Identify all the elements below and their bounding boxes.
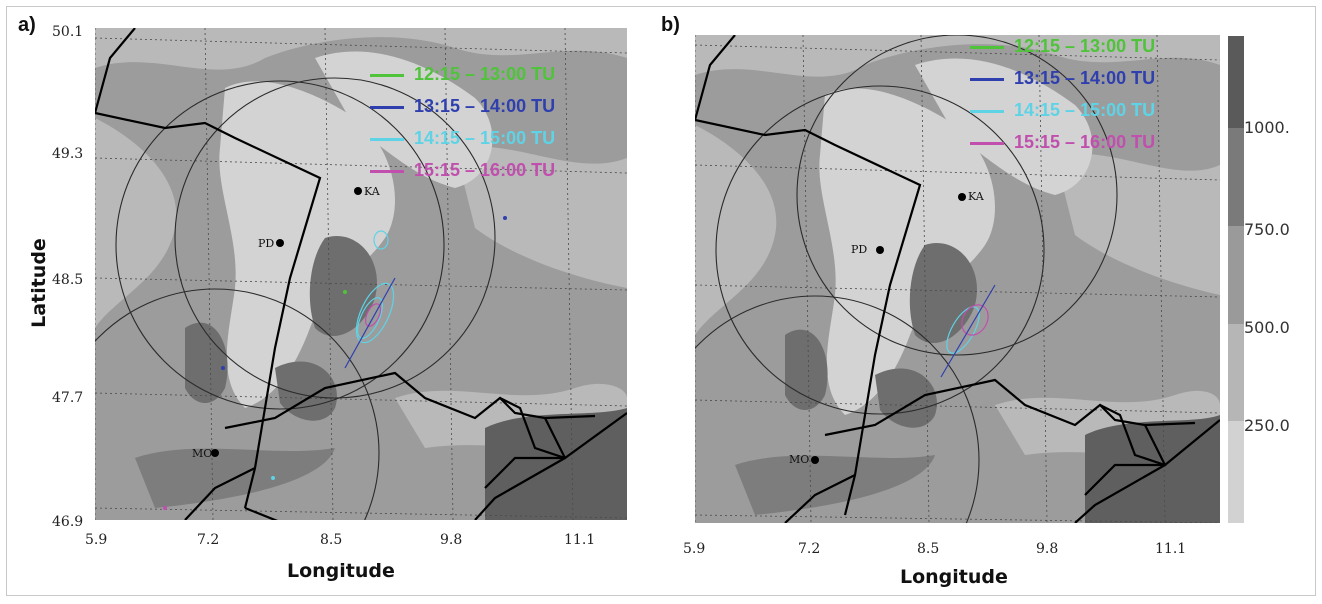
colorbar-label: 500.0 [1244, 318, 1290, 337]
legend-item: 13:15 – 14:00 TU [970, 68, 1155, 89]
legend-swatch [370, 73, 404, 77]
legend-label: 15:15 – 16:00 TU [1014, 132, 1156, 152]
colorbar-band [1228, 226, 1244, 324]
x-tick-label: 7.2 [798, 541, 821, 557]
x-tick-label: 5.9 [683, 541, 706, 557]
y-tick-label: 50.1 [52, 24, 84, 40]
legend-label: 13:15 – 14:00 TU [414, 96, 556, 116]
city-label-mo: MO [192, 447, 213, 460]
elevation-colorbar [1228, 36, 1244, 523]
x-tick-label: 9.8 [440, 532, 463, 548]
figure-frame [6, 6, 1316, 596]
colorbar-band [1228, 324, 1244, 421]
legend-label: 14:15 – 15:00 TU [414, 128, 556, 148]
legend-label: 12:15 – 13:00 TU [1014, 36, 1156, 56]
legend-item: 12:15 – 13:00 TU [970, 36, 1155, 57]
colorbar-label: 1000. [1244, 118, 1290, 137]
x-tick-label: 9.8 [1036, 541, 1059, 557]
legend-item: 13:15 – 14:00 TU [370, 96, 555, 117]
legend-label: 14:15 – 15:00 TU [1014, 100, 1156, 120]
x-tick-label: 11.1 [564, 532, 596, 548]
legend-swatch [370, 169, 404, 173]
y-tick-label: 48.5 [52, 272, 84, 288]
x-tick-label: 8.5 [917, 541, 940, 557]
y-tick-label: 47.7 [52, 390, 84, 406]
legend-item: 12:15 – 13:00 TU [370, 64, 555, 85]
city-label-pd: PD [851, 243, 868, 256]
x-tick-label: 7.2 [197, 532, 220, 548]
panel-b-label: b) [661, 14, 680, 36]
city-label-ka: KA [968, 190, 984, 203]
terrain-map-b [695, 35, 1220, 523]
city-label-mo: MO [789, 453, 810, 466]
legend-item: 15:15 – 16:00 TU [370, 160, 555, 181]
legend-item: 15:15 – 16:00 TU [970, 132, 1155, 153]
legend-item: 14:15 – 15:00 TU [970, 100, 1155, 121]
y-tick-label: 46.9 [52, 514, 84, 530]
city-label-ka: KA [364, 185, 380, 198]
legend-swatch [370, 137, 404, 141]
map-panel-a [95, 28, 627, 520]
legend-swatch [370, 105, 404, 109]
legend-item: 14:15 – 15:00 TU [370, 128, 555, 149]
colorbar-label: 250.0 [1244, 416, 1290, 435]
panel-a-label: a) [18, 14, 36, 36]
map-panel-b [695, 35, 1220, 523]
y-tick-label: 49.3 [52, 146, 84, 162]
legend-swatch [970, 141, 1004, 145]
legend-swatch [970, 45, 1004, 49]
legend-swatch [970, 109, 1004, 113]
x-tick-label: 11.1 [1155, 541, 1187, 557]
legend-label: 13:15 – 14:00 TU [1014, 68, 1156, 88]
terrain-map-a [95, 28, 627, 520]
colorbar-label: 750.0 [1244, 220, 1290, 239]
legend-swatch [970, 77, 1004, 81]
x-tick-label: 8.5 [320, 532, 343, 548]
x-axis-title: Longitude [287, 560, 395, 582]
colorbar-band [1228, 128, 1244, 226]
x-tick-label: 5.9 [85, 532, 108, 548]
colorbar-band [1228, 36, 1244, 128]
legend-label: 12:15 – 13:00 TU [414, 64, 556, 84]
x-axis-title: Longitude [900, 566, 1008, 588]
city-label-pd: PD [258, 237, 275, 250]
y-axis-title: Latitude [27, 238, 50, 328]
colorbar-band [1228, 421, 1244, 523]
legend-label: 15:15 – 16:00 TU [414, 160, 556, 180]
